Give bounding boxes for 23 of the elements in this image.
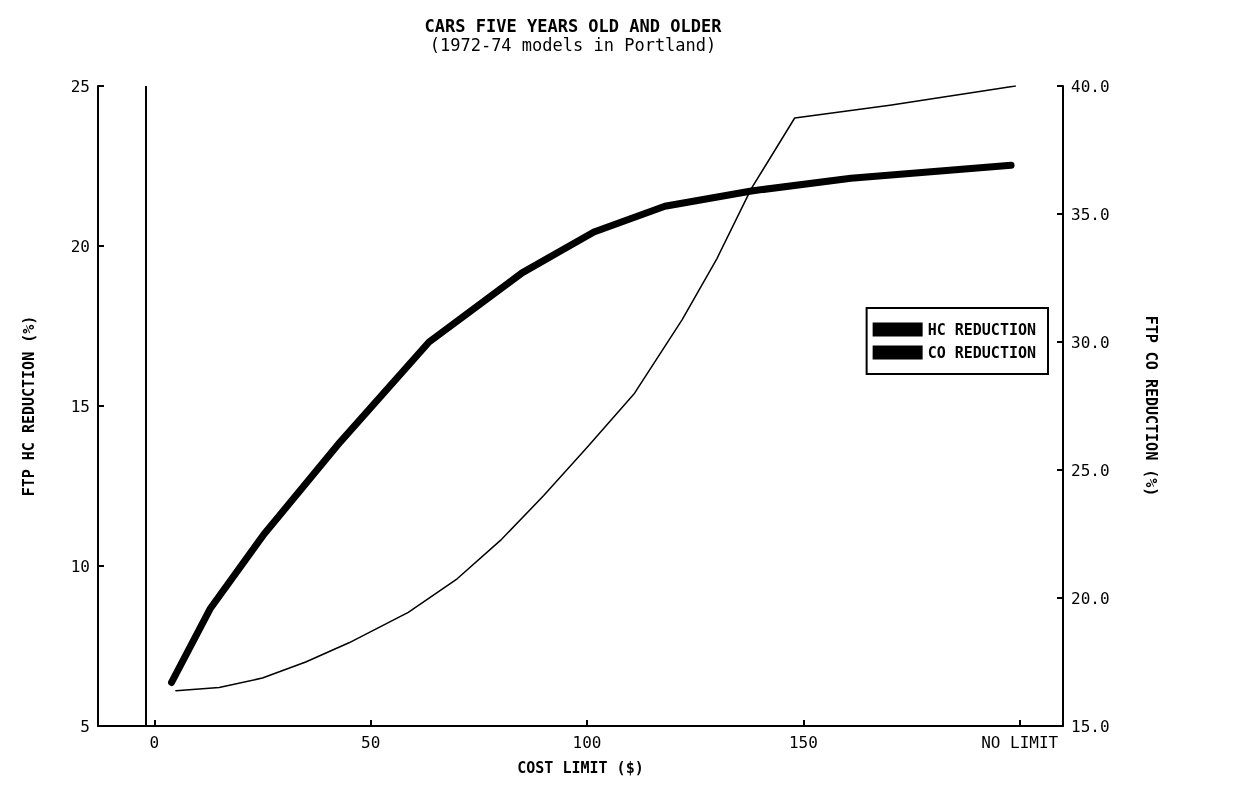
x-axis-title: COST LIMIT ($) (517, 758, 644, 777)
x-tick-label: 0 (149, 732, 160, 752)
x-tick-label: 150 (788, 732, 818, 752)
legend-label: CO REDUCTION (927, 343, 1037, 362)
y2-tick-label: 40.0 (1071, 76, 1110, 96)
chart-title: CARS FIVE YEARS OLD AND OLDER (424, 15, 723, 36)
y2-axis-title: FTP CO REDUCTION (%) (1141, 315, 1160, 497)
y-tick-label: 15 (70, 396, 90, 416)
y2-tick-label: 20.0 (1071, 588, 1110, 608)
y2-tick-label: 30.0 (1071, 332, 1110, 352)
legend-label: HC REDUCTION (927, 320, 1037, 339)
y-tick-label: 20 (70, 236, 90, 256)
x-tick-label: NO LIMIT (981, 732, 1059, 752)
y2-tick-label: 35.0 (1071, 204, 1110, 224)
y-axis-title: FTP HC REDUCTION (%) (19, 315, 38, 497)
y2-tick-label: 15.0 (1071, 716, 1110, 736)
x-tick-label: 50 (360, 732, 381, 752)
y2-tick-label: 25.0 (1071, 460, 1110, 480)
y-tick-label: 25 (70, 76, 90, 96)
y-tick-label: 5 (80, 716, 90, 736)
x-tick-label: 100 (572, 732, 602, 752)
chart-subtitle: (1972-74 models in Portland) (429, 34, 717, 55)
y-tick-label: 10 (70, 556, 90, 576)
